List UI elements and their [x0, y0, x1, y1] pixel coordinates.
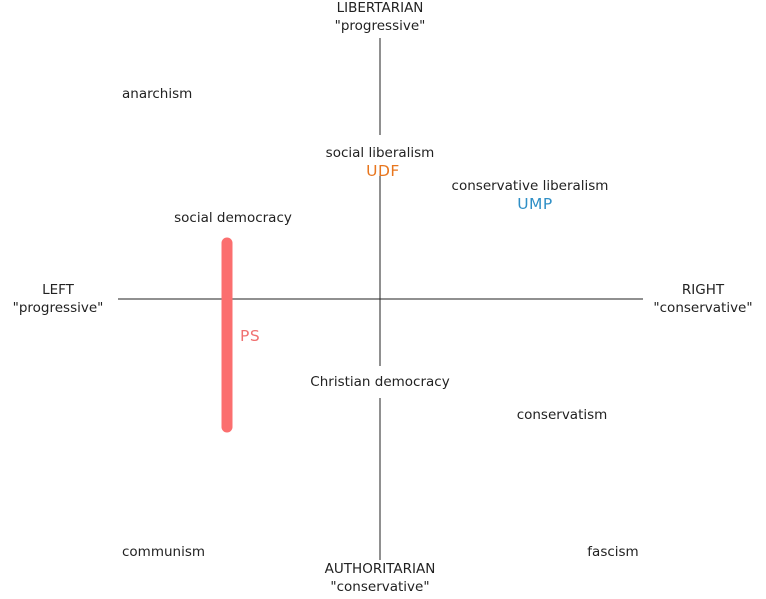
axis-top-title: LIBERTARIAN — [336, 0, 424, 16]
ideology-social-liberalism: social liberalism — [325, 145, 435, 161]
axis-left-label: LEFT "progressive" — [13, 281, 104, 317]
axis-top-label: LIBERTARIAN "progressive" — [335, 0, 426, 35]
ideology-conservatism: conservatism — [516, 407, 608, 423]
party-ps-label: PS — [240, 327, 261, 345]
axis-left-subtitle: "progressive" — [12, 300, 104, 316]
party-udf-label: UDF — [366, 162, 400, 180]
axis-right-label: RIGHT "conservative" — [653, 281, 752, 317]
axis-bottom-label: AUTHORITARIAN "conservative" — [325, 560, 436, 596]
axis-right-subtitle: "conservative" — [653, 300, 753, 316]
ideology-fascism: fascism — [587, 544, 639, 560]
party-ump-label: UMP — [517, 195, 553, 213]
axis-bottom-title: AUTHORITARIAN — [324, 561, 436, 577]
ideology-christian-democracy: Christian democracy — [310, 374, 450, 390]
ideology-communism: communism — [122, 544, 206, 560]
ideology-anarchism: anarchism — [122, 86, 193, 102]
ideology-social-democracy: social democracy — [174, 210, 292, 226]
axis-left-title: LEFT — [42, 282, 74, 298]
ideology-conservative-liberalism: conservative liberalism — [451, 178, 609, 194]
axis-right-title: RIGHT — [681, 282, 725, 298]
axis-bottom-subtitle: "conservative" — [330, 579, 430, 595]
axis-top-subtitle: "progressive" — [334, 18, 426, 34]
